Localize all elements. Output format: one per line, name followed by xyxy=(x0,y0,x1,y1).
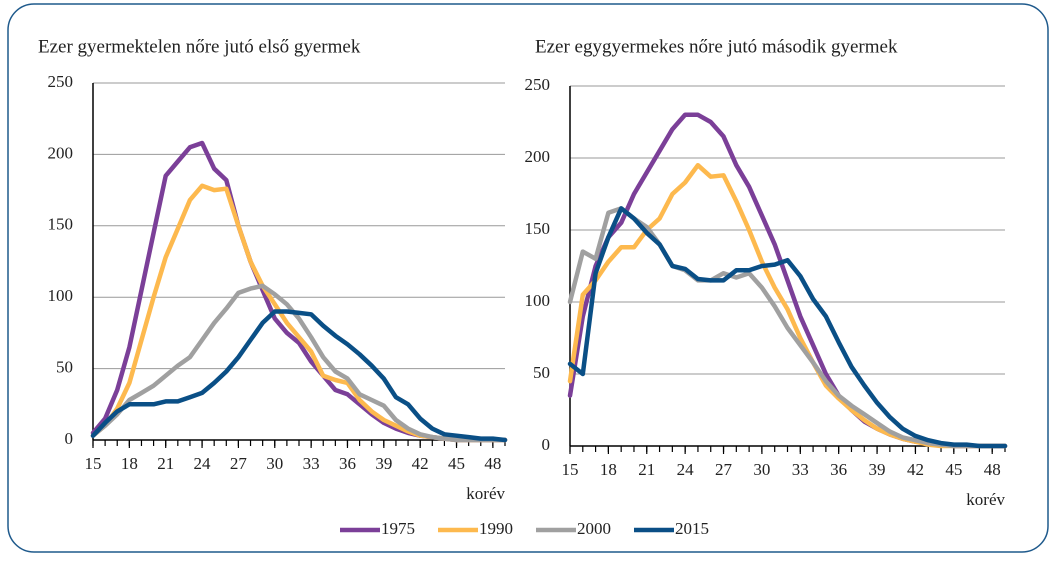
x-tick-label: 39 xyxy=(375,454,392,473)
y-tick-label: 0 xyxy=(65,429,74,448)
x-tick-label: 33 xyxy=(792,460,809,479)
x-tick-label: 24 xyxy=(194,454,212,473)
y-tick-label: 0 xyxy=(542,435,551,454)
x-tick-label: 45 xyxy=(448,454,465,473)
y-tick-label: 150 xyxy=(525,219,551,238)
x-tick-label: 27 xyxy=(715,460,733,479)
x-tick-label: 27 xyxy=(230,454,248,473)
x-tick-label: 45 xyxy=(945,460,962,479)
legend-label: 1975 xyxy=(381,519,415,538)
x-tick-label: 42 xyxy=(412,454,429,473)
y-tick-label: 200 xyxy=(48,143,74,162)
series-line xyxy=(567,206,1008,449)
series-line xyxy=(567,206,1008,449)
x-tick-label: 33 xyxy=(303,454,320,473)
frame xyxy=(7,3,1049,553)
x-tick-label: 39 xyxy=(869,460,886,479)
y-tick-label: 250 xyxy=(48,72,74,91)
x-tick-label: 21 xyxy=(638,460,655,479)
legend-label: 2000 xyxy=(577,519,611,538)
x-tick-label: 36 xyxy=(830,460,847,479)
series-line xyxy=(90,309,508,443)
x-tick-label: 24 xyxy=(677,460,695,479)
legend-label: 2015 xyxy=(675,519,709,538)
x-axis-label: korév xyxy=(966,490,1005,509)
x-tick-label: 15 xyxy=(562,460,579,479)
y-tick-label: 250 xyxy=(525,75,551,94)
x-tick-label: 48 xyxy=(984,460,1001,479)
y-tick-label: 50 xyxy=(56,358,73,377)
x-tick-label: 18 xyxy=(121,454,138,473)
x-axis-label: korév xyxy=(466,484,505,503)
x-tick-label: 48 xyxy=(484,454,501,473)
series-line xyxy=(90,283,508,443)
chart-title: Ezer gyermektelen nőre jutó első gyermek xyxy=(38,36,361,57)
x-tick-label: 30 xyxy=(266,454,283,473)
y-tick-label: 50 xyxy=(533,363,550,382)
y-tick-label: 200 xyxy=(525,147,551,166)
chart-title: Ezer egygyermekes nőre jutó második gyer… xyxy=(535,36,898,57)
x-tick-label: 18 xyxy=(600,460,617,479)
y-tick-label: 100 xyxy=(48,286,74,305)
y-tick-label: 150 xyxy=(48,215,74,234)
y-tick-label: 100 xyxy=(525,291,551,310)
legend-label: 1990 xyxy=(479,519,513,538)
x-tick-label: 36 xyxy=(339,454,356,473)
x-tick-label: 15 xyxy=(85,454,102,473)
x-tick-label: 42 xyxy=(907,460,924,479)
x-tick-label: 30 xyxy=(753,460,770,479)
x-tick-label: 21 xyxy=(157,454,174,473)
